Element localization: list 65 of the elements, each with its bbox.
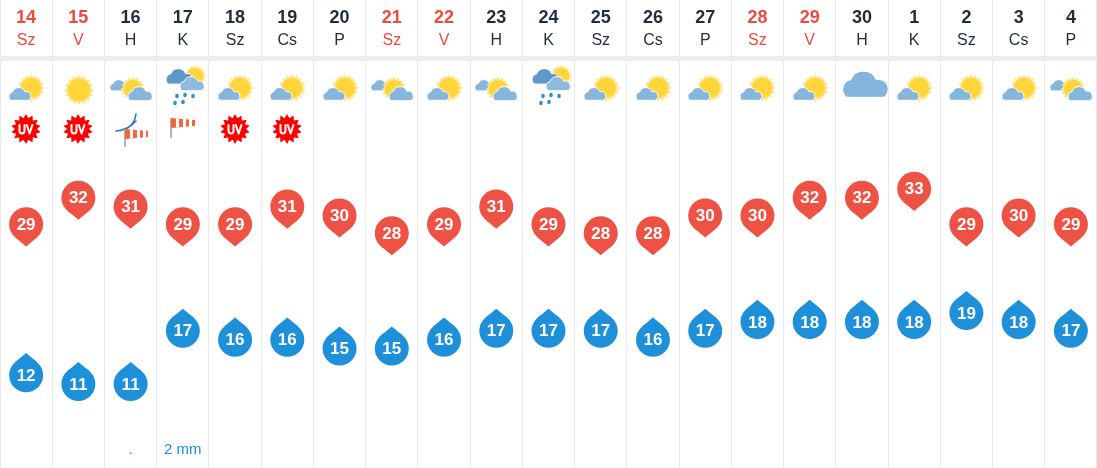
x-tick-label: 28 Sz	[747, 6, 768, 49]
x-tick-label: 2 Sz	[957, 6, 976, 49]
data-label: 17	[539, 321, 558, 341]
x-tick-label: 27 P	[695, 6, 716, 49]
data-label: 30	[330, 206, 350, 226]
x-tick-label: 15 V	[68, 6, 89, 49]
data-label: 17	[695, 321, 715, 341]
x-tick-label: 29 V	[799, 6, 820, 49]
data-label: 29	[173, 214, 193, 234]
data-label: 18	[904, 312, 924, 332]
data-label: 17	[1061, 321, 1081, 341]
data-label: 16	[434, 330, 454, 350]
data-label: 30	[695, 206, 715, 226]
x-tick-label: 24 K	[538, 6, 559, 49]
x-tick-label: 21 Sz	[381, 6, 402, 49]
data-label: 29	[434, 214, 454, 234]
x-tick-label: 26 Cs	[642, 6, 663, 49]
data-label: 11	[69, 374, 88, 394]
data-label: 32	[852, 188, 872, 208]
x-tick-label: 17 K	[172, 6, 193, 49]
data-label: 33	[904, 179, 924, 199]
data-label: 29	[16, 214, 36, 234]
x-tick-label: 19 Cs	[277, 6, 298, 49]
x-tick-label: 20 P	[329, 6, 350, 49]
data-label: 12	[16, 365, 36, 385]
data-label: 29	[1061, 214, 1081, 234]
x-tick-label: 30 H	[851, 6, 872, 49]
x-tick-label: 3 Cs	[1008, 6, 1029, 49]
data-label: 32	[68, 188, 88, 208]
data-label: 29	[225, 214, 245, 234]
data-label: 28	[643, 223, 663, 243]
data-label: 28	[591, 223, 611, 243]
x-tick-label: 23 H	[486, 6, 507, 49]
data-label: 31	[486, 197, 506, 217]
data-label: 18	[852, 312, 872, 332]
data-label: 15	[330, 339, 350, 359]
data-label: 19	[956, 303, 976, 323]
data-label: 28	[382, 223, 402, 243]
data-label: 16	[277, 330, 297, 350]
data-label: 17	[591, 321, 611, 341]
x-tick-label: 18 Sz	[225, 6, 246, 49]
data-label: 18	[800, 312, 820, 332]
data-label: 31	[277, 197, 297, 217]
data-label: 30	[1009, 206, 1029, 226]
data-label: 30	[747, 206, 767, 226]
text: 2 mm	[164, 440, 202, 458]
data-label: 16	[643, 330, 663, 350]
data-label: 31	[121, 197, 141, 217]
data-label: 32	[800, 188, 820, 208]
x-tick-label: 14 Sz	[16, 6, 37, 49]
data-label: 16	[225, 330, 245, 350]
data-label: 15	[382, 339, 402, 359]
data-label: 29	[956, 214, 976, 234]
data-label: 29	[539, 214, 558, 234]
x-tick-label: 4 P	[1065, 6, 1077, 49]
data-label: 17	[486, 321, 506, 341]
x-tick-label: 16 H	[120, 6, 141, 49]
x-tick-label: 25 Sz	[590, 6, 611, 49]
data-label: 17	[173, 321, 193, 341]
x-tick-label: 22 V	[434, 6, 455, 49]
data-label: 18	[747, 312, 767, 332]
data-label: 18	[1009, 312, 1029, 332]
data-label: 11	[121, 374, 140, 394]
x-tick-label: 1 K	[908, 6, 920, 49]
text: .	[128, 440, 133, 458]
